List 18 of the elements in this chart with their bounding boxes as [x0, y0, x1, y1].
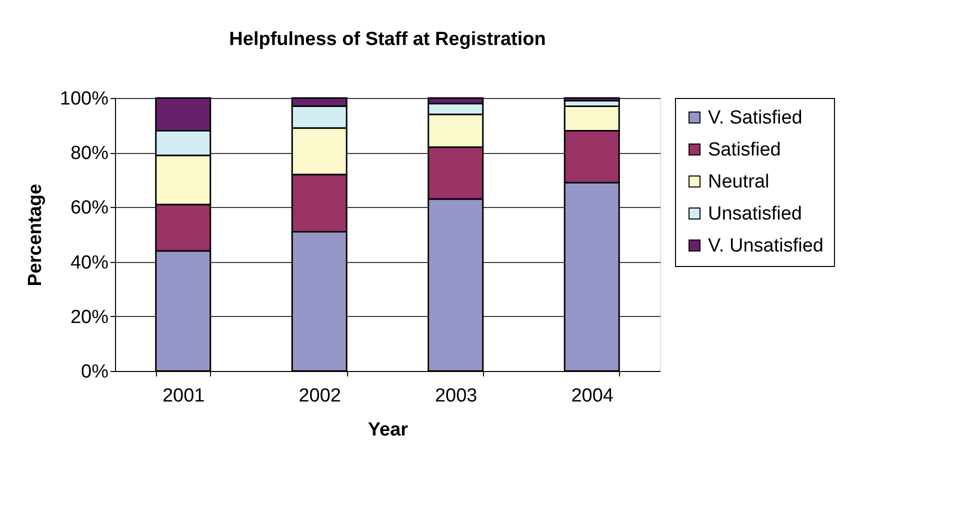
y-axis-title: Percentage — [24, 184, 46, 286]
x-axis-title: Year — [368, 420, 409, 440]
legend-label: Satisfied — [708, 140, 781, 160]
legend-label: V. Unsatisfied — [708, 236, 824, 256]
legend-label: Unsatisfied — [708, 204, 802, 224]
x-tick-label: 2002 — [298, 386, 342, 406]
legend-label: Neutral — [708, 172, 770, 192]
legend-label: V. Satisfied — [708, 108, 802, 128]
y-tick-label: 20% — [70, 306, 109, 328]
y-tick-label: 0% — [81, 362, 109, 382]
y-tick-label: 80% — [70, 143, 109, 164]
x-tick-label: 2003 — [434, 386, 478, 406]
x-tick-label: 2004 — [571, 386, 614, 406]
chart-title: Helpfulness of Staff at Registration — [229, 29, 546, 50]
y-tick-label: 60% — [70, 198, 109, 219]
y-tick-label: 40% — [70, 252, 109, 274]
x-tick-label: 2001 — [162, 386, 205, 406]
y-tick-label: 100% — [60, 88, 109, 110]
